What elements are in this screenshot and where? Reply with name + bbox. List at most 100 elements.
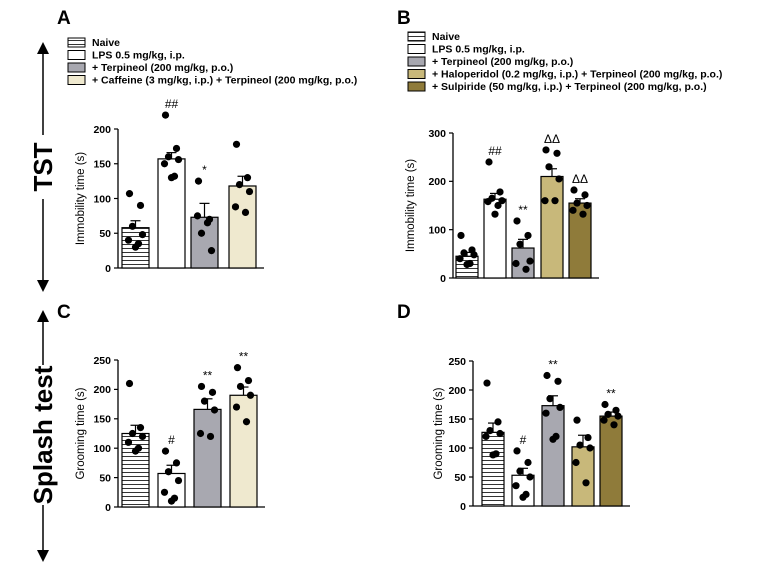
bar-group: ** [599,387,623,507]
bar-group: ** [229,350,258,508]
data-point [457,231,465,240]
data-point [161,111,170,119]
bar-group: ## [157,97,186,269]
data-point [136,201,145,210]
data-point [138,432,147,441]
data-point [164,153,173,161]
data-point [242,418,251,426]
data-point [172,144,181,153]
data-point [167,497,176,505]
significance-label: ΔΔ [544,132,560,146]
axes: 0 50 100 150 200 250 Grooming time (s) [75,355,265,514]
panel-letter: A [57,8,71,29]
data-point [138,231,147,239]
data-point [549,435,557,443]
bar-group: # [511,433,535,507]
data-point [193,212,202,220]
data-point [570,186,578,194]
legend-swatch [407,69,426,79]
bar [193,408,222,508]
y-tick-label: 100 [448,443,466,455]
data-point [206,432,215,441]
y-tick-label: 0 [105,263,111,275]
bar-group [571,416,595,507]
panel-letter: D [397,302,411,323]
data-point [172,459,181,467]
data-point [543,371,551,380]
y-tick-label: 300 [428,128,446,140]
data-point [245,187,254,196]
panel-letter: B [397,8,411,29]
data-point [482,432,490,440]
data-point [232,403,241,411]
significance-label: ** [548,358,558,372]
data-point [125,190,134,198]
data-point [124,236,133,244]
significance-label: ** [239,350,249,364]
panel-c: C 0 50 100 150 200 250 Grooming time (s) # ** ** [57,302,265,514]
data-point [556,403,564,411]
row-label-tst: TST [28,142,58,191]
bar [599,415,623,507]
significance-label: ΔΔ [572,172,588,186]
arrow-up-icon [37,310,49,322]
row-tst: TST [28,42,58,292]
y-axis-title: Grooming time (s) [433,387,445,479]
data-point [498,197,506,205]
data-point [614,412,622,420]
legend-label: + Sulpiride (50 mg/kg, i.p.) + Terpineol… [432,81,707,93]
data-point [612,406,620,414]
y-tick-label: 200 [93,384,111,396]
data-point [207,247,216,255]
data-point [131,243,140,251]
data-point [174,155,183,164]
bar-group [121,379,150,508]
data-point [542,409,550,417]
y-axis-title: Immobility time (s) [405,159,417,252]
y-tick-label: 150 [93,414,111,426]
bar-group: ΔΔ [568,172,592,279]
legend-swatch [407,31,426,42]
data-point [524,458,532,467]
data-point [160,160,169,168]
data-point [551,197,559,205]
bar-group: ** [541,358,565,507]
y-tick-label: 100 [93,193,111,205]
y-tick-label: 0 [105,502,111,514]
data-point [586,444,594,452]
data-point [160,488,169,496]
y-tick-label: 50 [99,472,111,484]
data-point [200,397,209,405]
data-point [494,418,502,426]
axes: 0 50 100 150 200 250 Grooming time (s) [433,356,630,513]
data-point [579,210,587,218]
data-point [489,451,497,459]
data-point [241,208,250,216]
data-point [583,201,591,210]
data-point [210,406,219,414]
data-point [524,231,532,240]
data-point [569,206,577,214]
data-point [600,416,608,424]
data-point [555,175,563,183]
bar [541,405,565,507]
data-point [494,201,502,210]
data-point [554,377,562,385]
legend-swatch [407,81,426,92]
legend-label: Naive [432,31,460,43]
legend-label: Naive [92,37,120,49]
data-point [233,364,242,372]
data-point [542,146,550,154]
data-point [125,379,134,388]
data-point [244,376,253,385]
data-point [236,382,245,391]
significance-label: # [168,433,175,447]
y-axis-title: Immobility time (s) [75,152,87,245]
bar [481,431,505,507]
significance-label: * [202,163,207,177]
data-point [456,255,464,263]
bar-group [228,140,257,269]
legend-swatch [67,75,86,85]
data-point [167,174,176,182]
